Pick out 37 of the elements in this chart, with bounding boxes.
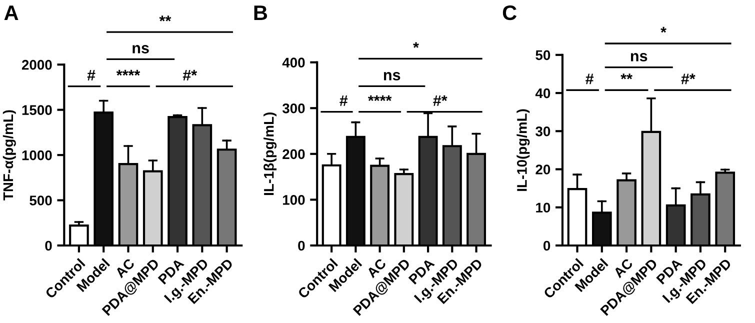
y-tick-label: 20 <box>536 164 550 174</box>
y-tick-label: 400 <box>282 58 305 68</box>
annotation: ns <box>384 72 400 80</box>
y-tick-label: 0 <box>298 240 305 251</box>
annotation: **** <box>368 95 392 102</box>
annotation: # <box>586 74 594 84</box>
annotation: #* <box>182 70 198 80</box>
y-tick-label: 30 <box>536 126 550 136</box>
annotation: ns <box>630 53 648 62</box>
y-axis-title: TNF-α(pg/mL) <box>2 110 16 200</box>
y-tick-label: 200 <box>282 149 305 160</box>
y-axis-title: IL-1β(pg/mL) <box>264 112 277 196</box>
y-tick-label: 40 <box>535 88 550 98</box>
y-tick-label: 1000 <box>22 150 52 160</box>
annotation: # <box>87 70 96 80</box>
text: ** <box>159 16 172 22</box>
text: * <box>660 26 666 33</box>
text: * <box>413 42 419 48</box>
chart-title: C <box>502 5 517 20</box>
y-axis-title: IL-10(pg/mL) <box>516 109 530 191</box>
chart-title: B <box>254 6 268 20</box>
y-tick-label: 2000 <box>22 60 52 70</box>
y-tick-label: 300 <box>282 103 305 114</box>
annotation: # <box>340 95 348 106</box>
y-tick-label: 0 <box>45 240 52 251</box>
y-tick-label: 10 <box>536 202 550 213</box>
y-tick-label: 100 <box>283 195 305 205</box>
annotation: #* <box>433 95 448 106</box>
chart-title: A <box>4 6 18 20</box>
y-tick-label: 0 <box>543 240 550 251</box>
annotation: ** <box>620 74 632 80</box>
y-tick-label: 50 <box>536 50 550 60</box>
y-tick-label: 500 <box>30 196 52 206</box>
annotation: **** <box>116 70 140 76</box>
y-tick-label: 1500 <box>22 105 52 115</box>
text: ns <box>132 45 149 54</box>
annotation: #* <box>681 74 696 84</box>
